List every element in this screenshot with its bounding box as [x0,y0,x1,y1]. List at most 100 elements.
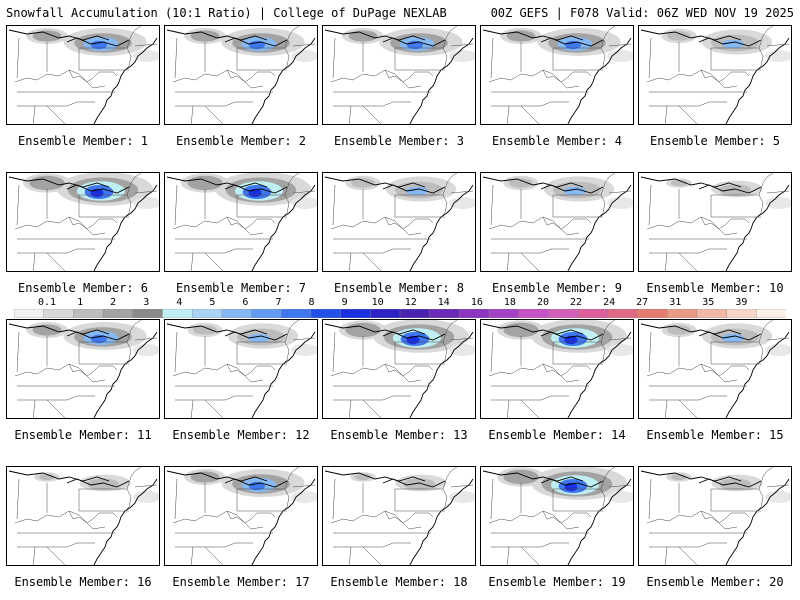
map-border-line [490,331,494,373]
map-border-line [333,395,411,401]
colorbar-swatch [221,309,253,318]
map-border-line [758,26,774,49]
snow-contour [405,186,429,196]
map-border-line [700,69,732,83]
snow-contour [87,478,119,490]
map-border-line [725,478,790,565]
map-border-line [600,26,616,49]
map-border-line [251,331,316,418]
map-border-line [257,512,276,518]
map-border-line [99,512,118,518]
colorbar-tick-label: 24 [603,297,616,308]
colorbar-tick-label: 8 [308,297,315,308]
colorbar-swatch [14,309,45,318]
map-border-line [32,399,36,418]
map-border-line [348,546,352,565]
ensemble-member-map [480,466,634,566]
map-border-line [520,252,540,271]
map-border-line [608,190,632,194]
snowfall-map [482,26,633,124]
map-border-line [174,331,178,373]
map-border-line [567,331,632,418]
map-border-line [99,218,118,224]
colorbar-tick-label: 10 [371,297,384,308]
colorbar-tick-label: 2 [110,297,117,308]
map-border-line [68,216,100,230]
map-border-line [731,218,750,224]
map-border-line [382,331,446,341]
snow-contour [39,473,55,481]
ensemble-member-map [480,25,634,125]
map-border-line [382,184,446,194]
map-border-line [766,190,790,194]
map-border-line [93,478,158,565]
map-border-line [552,367,580,383]
map-border-line [640,29,742,41]
map-border-line [190,105,194,124]
map-border-line [332,478,336,520]
colorbar-swatch [43,309,75,318]
colorbar-tick-label: 6 [242,297,249,308]
snow-contour [719,184,751,196]
map-border-line [490,184,494,226]
ensemble-member-label: Ensemble Member: 20 [646,575,784,589]
map-border-line [226,510,258,524]
map-border-line [725,184,790,271]
map-border-line [648,37,652,79]
snow-contour [509,178,533,188]
ensemble-member-label: Ensemble Member: 16 [14,575,152,589]
map-border-line [226,69,258,83]
snow-contour [291,344,317,356]
map-border-line [190,546,194,565]
snow-contour [506,30,536,42]
ensemble-member-map [638,319,792,419]
colorbar-swatch [370,309,401,318]
snow-contour [503,322,539,338]
map-border-line [362,252,382,271]
snow-contour [187,175,223,191]
colorbar-swatch [459,309,490,318]
snowfall-map [640,26,791,124]
map-border-line [226,216,258,230]
map-border-line [8,176,110,188]
map-border-line [552,514,580,530]
snow-contour [765,344,791,356]
map-border-line [224,37,288,47]
colorbar-swatch [607,309,639,318]
snow-contour [291,50,317,62]
map-border-line [224,478,288,488]
snowfall-map [640,467,791,565]
snow-contour [765,197,791,209]
snow-contour [193,325,217,335]
colorbar-swatch [548,309,579,318]
map-border-line [236,73,264,89]
map-border-line [124,194,132,218]
ensemble-member-map [6,25,160,125]
map-border-line [394,367,422,383]
snow-contour [765,491,791,503]
map-border-line [32,105,36,124]
map-border-line [282,47,290,71]
map-border-line [384,510,416,524]
snow-contour [671,179,687,187]
map-border-line [46,252,66,271]
ensemble-member-label: Ensemble Member: 7 [175,281,307,295]
map-border-line [506,105,510,124]
colorbar-tick-label: 14 [437,297,450,308]
snow-contour [291,491,317,503]
map-border-line [284,320,300,343]
map-border-line [78,220,106,236]
map-border-line [292,337,316,341]
map-border-line [124,341,132,365]
colorbar-tick-label: 39 [735,297,748,308]
map-border-line [99,71,118,77]
colorbar-tick-label: 22 [570,297,583,308]
map-border-line [333,542,411,548]
map-border-line [292,190,316,194]
map-border-line [226,363,258,377]
map-border-line [126,467,142,490]
map-border-line [491,395,569,401]
snow-contour [291,197,317,209]
map-border-line [573,512,592,518]
map-border-line [284,26,300,49]
